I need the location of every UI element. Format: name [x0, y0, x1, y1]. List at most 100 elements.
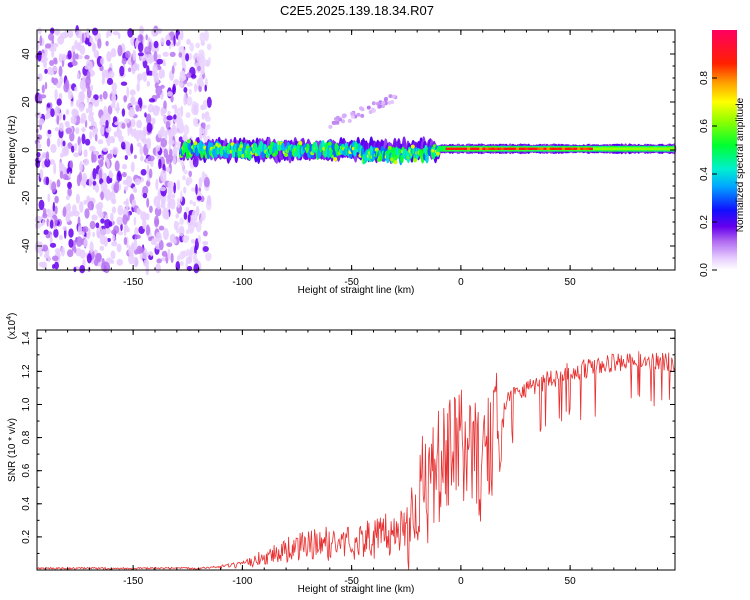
noise-blob: [120, 81, 128, 86]
colorbar-tick-label: 0.2: [699, 215, 710, 229]
noise-blob: [155, 263, 161, 274]
snr-y-tick-label: 0.2: [21, 530, 32, 544]
noise-blob: [183, 186, 187, 194]
noise-blob: [171, 65, 175, 75]
noise-blob: [172, 85, 176, 93]
spectrogram-y-tick-label: 20: [21, 96, 32, 108]
signal-core: [186, 149, 190, 160]
colorbar: 0.0 0.2 0.4 0.6 0.8 Normalized spectral ampl…: [699, 30, 746, 277]
noise-blob: [158, 239, 164, 251]
noise-blob: [171, 124, 176, 132]
noise-blob: [65, 79, 70, 90]
noise-blob: [91, 154, 97, 163]
noise-blob: [51, 255, 59, 262]
signal-hotspot: [333, 157, 338, 162]
noise-blob: [198, 177, 203, 189]
noise-blob: [181, 58, 185, 68]
noise-blob: [173, 114, 177, 120]
noise-blob: [93, 258, 99, 266]
carrier-peak: [580, 147, 584, 150]
noise-blob: [116, 216, 123, 226]
noise-blob: [178, 124, 185, 132]
snr-plot-area: [37, 330, 675, 570]
noise-blob: [152, 64, 158, 74]
noise-blob: [162, 228, 169, 240]
noise-blob: [55, 105, 61, 115]
noise-blob: [137, 34, 144, 42]
noise-blob: [103, 261, 110, 274]
noise-blob: [84, 54, 90, 60]
snr-panel: -150 -100 -50 0 50 0.2 0.4 0.6 0.8 1.0 1.2 1.4 Hei…: [6, 313, 676, 595]
noise-blob: [162, 51, 169, 57]
noise-blob: [148, 54, 153, 65]
noise-blob: [176, 197, 181, 209]
snr-y-tick-label: 0.6: [21, 463, 32, 477]
noise-blob: [184, 135, 188, 140]
carrier-peak: [454, 147, 459, 150]
noise-blob: [193, 252, 197, 264]
noise-blob: [129, 125, 133, 135]
figure-title: C2E5.2025.139.18.34.R07: [280, 3, 434, 18]
carrier-peak: [567, 147, 572, 150]
noise-blob: [41, 56, 48, 62]
noise-blob: [139, 145, 144, 156]
spectrogram-y-tick-label: 40: [21, 48, 32, 60]
snr-x-tick-label: -150: [123, 576, 143, 587]
noise-blob: [125, 227, 130, 233]
noise-blob: [67, 142, 73, 149]
noise-blob: [166, 91, 173, 97]
noise-blob: [92, 180, 97, 186]
noise-blob: [150, 238, 157, 246]
carrier-peak: [473, 147, 477, 150]
noise-blob: [37, 27, 42, 35]
noise-blob: [44, 45, 48, 58]
noise-blob: [186, 72, 192, 79]
noise-blob: [130, 118, 136, 128]
spectrogram-data: [34, 25, 677, 276]
noise-blob: [173, 62, 177, 67]
noise-blob: [51, 181, 57, 193]
noise-blob: [164, 129, 172, 135]
spectrogram-y-tick-label: 0: [21, 147, 32, 153]
noise-blob: [56, 82, 62, 89]
noise-blob: [196, 53, 202, 63]
noise-blob: [102, 147, 109, 152]
noise-blob: [202, 246, 209, 252]
noise-blob: [37, 143, 42, 149]
noise-blob: [141, 137, 148, 144]
noise-blob: [186, 82, 193, 87]
noise-blob: [117, 231, 124, 236]
carrier-peak: [540, 147, 544, 150]
noise-blob: [109, 149, 113, 154]
spectrogram-y-tick-label: -40: [21, 238, 32, 253]
noise-blob: [137, 52, 144, 57]
noise-blob: [78, 91, 85, 102]
noise-blob: [142, 75, 147, 82]
noise-blob: [47, 255, 51, 263]
noise-blob: [38, 261, 45, 267]
noise-blob: [89, 145, 96, 152]
noise-blob: [142, 218, 147, 230]
noise-blob: [72, 51, 76, 63]
noise-blob: [79, 265, 86, 274]
noise-blob: [49, 27, 55, 35]
noise-blob: [58, 65, 63, 77]
sideband-blob: [366, 105, 371, 110]
noise-blob: [137, 73, 141, 85]
noise-blob: [101, 69, 109, 78]
noise-blob: [144, 213, 150, 221]
noise-blob: [41, 244, 49, 252]
spectrogram-x-tick-label: -100: [232, 277, 252, 288]
spectrogram-x-axis: -150 -100 -50 0 50: [45, 30, 659, 288]
noise-blob: [43, 253, 49, 259]
noise-blob: [146, 137, 152, 150]
noise-blob: [59, 32, 67, 40]
noise-blob: [187, 213, 191, 223]
noise-blob: [94, 133, 98, 142]
signal-core: [331, 143, 335, 151]
carrier-peak: [445, 147, 450, 150]
noise-blob: [111, 82, 118, 92]
noise-blob: [97, 201, 104, 210]
noise-blob: [129, 89, 136, 96]
noise-blob: [68, 172, 71, 179]
